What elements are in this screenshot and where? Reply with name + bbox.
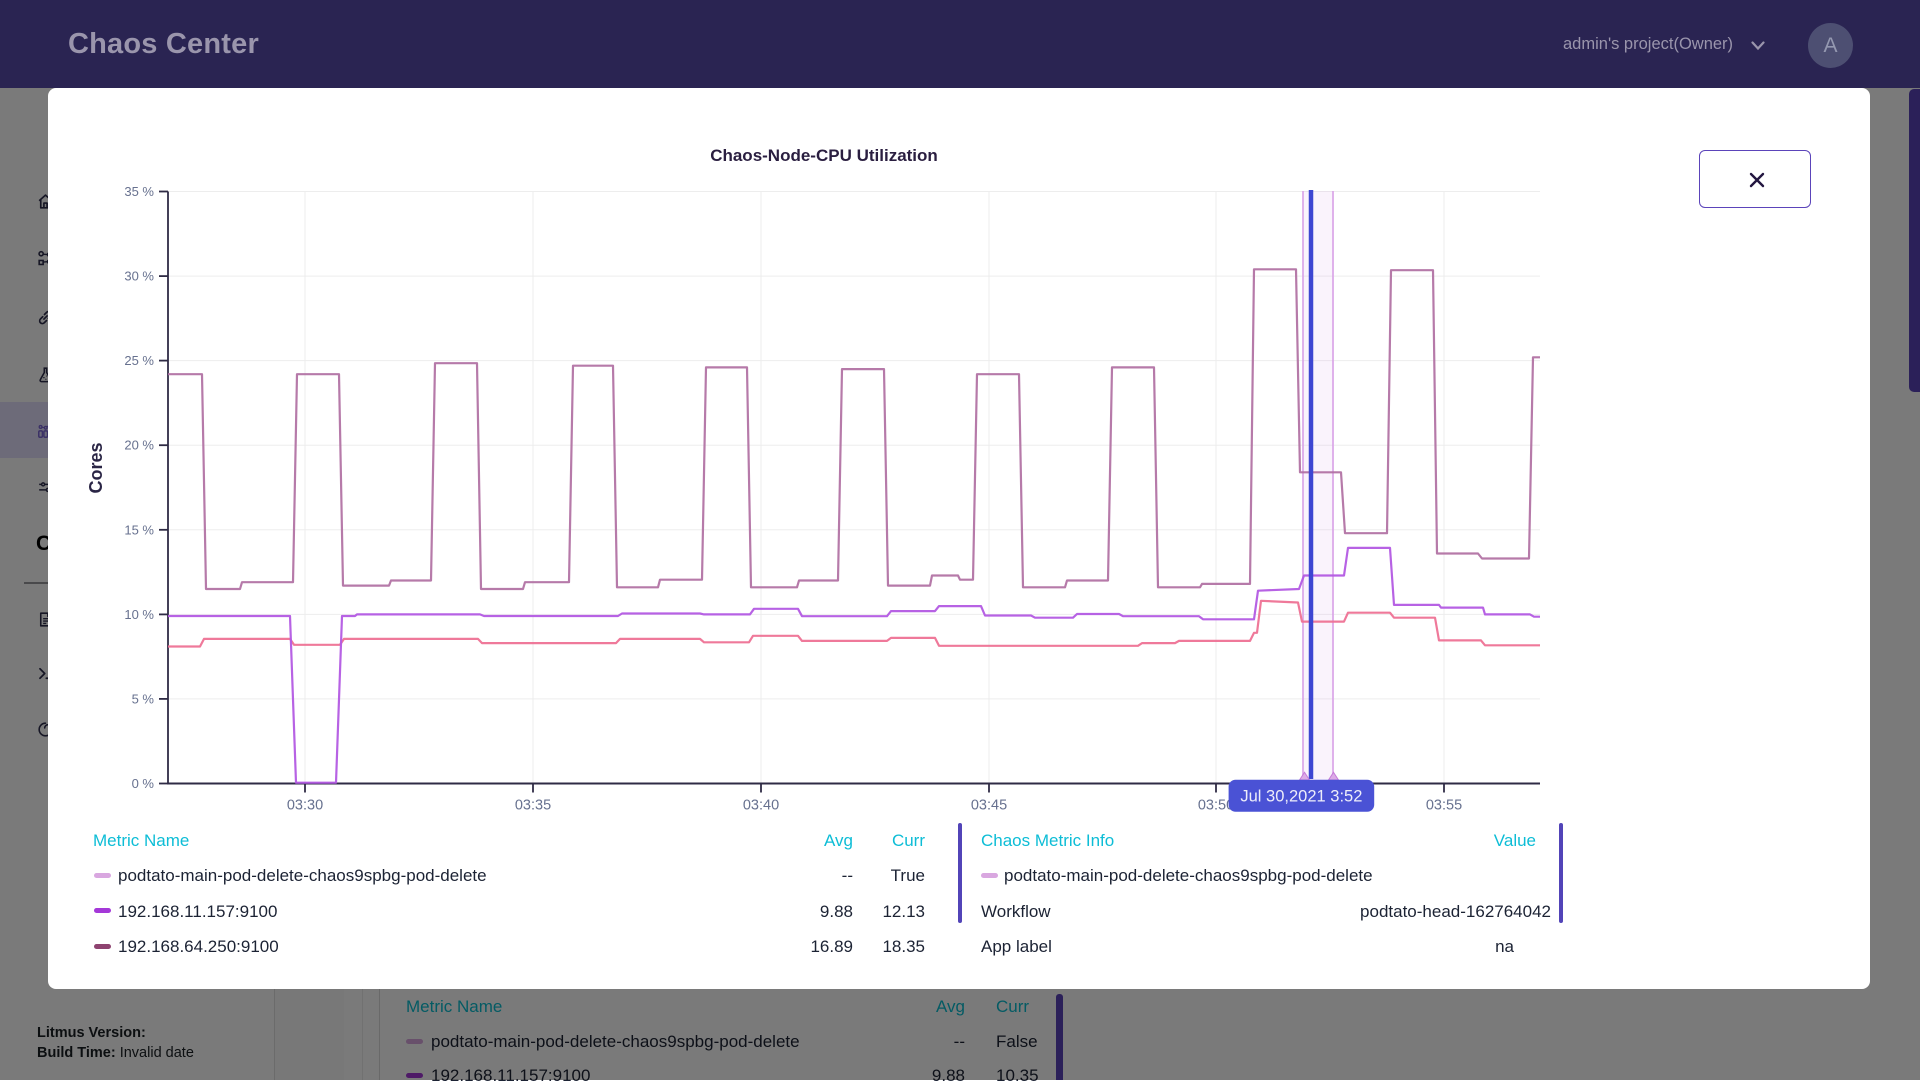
svg-text:15 %: 15 % — [124, 522, 154, 537]
svg-text:03:45: 03:45 — [971, 798, 1007, 814]
svg-text:5 %: 5 % — [132, 691, 155, 706]
svg-text:03:35: 03:35 — [515, 798, 551, 814]
svg-text:Jul 30,2021 3:52: Jul 30,2021 3:52 — [1240, 788, 1362, 806]
svg-text:20 %: 20 % — [124, 438, 154, 453]
svg-text:25 %: 25 % — [124, 353, 154, 368]
svg-text:Cores: Cores — [86, 442, 106, 493]
svg-text:03:55: 03:55 — [1426, 798, 1462, 814]
svg-text:03:50: 03:50 — [1198, 798, 1234, 814]
svg-text:10 %: 10 % — [124, 607, 154, 622]
svg-text:0 %: 0 % — [132, 776, 155, 791]
svg-text:30 %: 30 % — [124, 269, 154, 284]
svg-text:03:40: 03:40 — [743, 798, 779, 814]
svg-text:35 %: 35 % — [124, 184, 154, 199]
svg-text:03:30: 03:30 — [287, 798, 323, 814]
